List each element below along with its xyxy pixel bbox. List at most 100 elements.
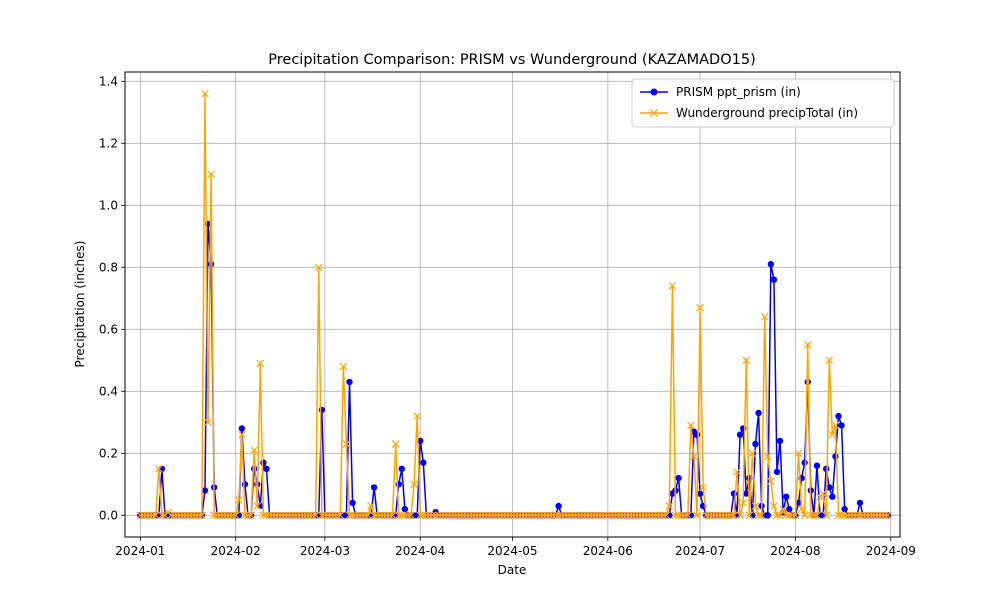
data-point [883,511,892,520]
data-point [554,511,563,520]
data-point [158,511,166,520]
data-point [871,511,880,520]
data-point [613,511,621,520]
data-point [234,495,243,504]
data-point [231,511,240,520]
data-point [788,511,797,520]
data-point [348,511,357,520]
y-tick-label: 1.4 [99,74,118,88]
data-point [263,465,270,472]
data-point [139,511,148,520]
data-point [693,431,701,438]
data-point [723,511,732,520]
data-point [247,511,255,520]
data-point [204,418,212,427]
data-point [333,511,342,520]
data-point [228,511,237,520]
data-point [456,511,465,520]
data-point [548,511,557,520]
data-point [696,490,704,497]
data-point [259,511,268,520]
data-point [542,511,551,520]
data-point [145,511,154,520]
data-point [545,511,554,520]
data-point [557,511,566,520]
data-point [462,511,471,520]
data-point [447,511,455,520]
data-point [702,511,711,520]
data-point [477,511,486,520]
data-point [530,511,538,520]
data-point [810,511,818,520]
data-point [336,511,345,520]
data-point [395,481,402,488]
data-point [874,511,883,520]
data-point [708,511,717,520]
data-point [361,511,369,520]
data-point [674,511,683,520]
data-point [696,303,704,312]
data-point [225,511,234,520]
data-point [487,511,495,520]
data-point [591,511,600,520]
data-point [345,511,354,520]
data-point [274,511,283,520]
data-point [284,511,292,520]
data-point [290,511,298,520]
data-point [434,511,443,520]
x-tick-label: 2024-09 [866,544,916,558]
data-point [637,511,646,520]
data-point [640,511,649,520]
data-point [271,511,280,520]
data-point [607,511,615,520]
data-point [791,511,800,520]
data-point [305,511,314,520]
data-point [453,511,461,520]
data-point [841,505,848,513]
data-point [173,511,182,520]
data-point [585,511,594,520]
y-tick-label: 1.0 [99,198,118,212]
data-point [241,511,249,520]
data-point [346,378,353,386]
legend-box [631,78,895,128]
data-point [711,511,720,520]
data-point [401,511,409,520]
data-point [324,511,332,520]
data-point [582,511,591,520]
y-tick-label: 0.6 [99,322,118,336]
data-point [760,313,769,321]
x-tick-label: 2024-03 [300,544,350,558]
data-point [401,505,409,513]
data-point [265,511,274,520]
data-point [564,511,572,520]
data-point [520,511,529,520]
data-point [407,511,415,520]
data-point [785,511,794,520]
data-point [832,453,839,460]
data-point [370,511,378,520]
data-point [302,511,311,520]
y-tick-label: 0.2 [99,446,118,460]
data-point [801,459,808,466]
data-point [459,511,468,520]
data-point [278,511,286,520]
y-tick-label: 0.4 [99,384,118,398]
data-point [650,511,658,520]
data-point [339,362,348,371]
data-point [404,511,412,520]
data-point [490,511,498,520]
data-point [397,511,406,520]
data-point [155,464,163,473]
legend-entry-label: PRISM ppt_prism (in) [676,85,801,99]
data-point [853,511,861,520]
data-point [536,511,545,520]
data-point [207,170,215,179]
data-point [782,511,791,520]
data-point [364,511,372,520]
data-point [398,465,405,472]
data-point [828,430,837,439]
data-point [207,261,215,268]
data-point [770,502,778,510]
data-point [480,511,489,520]
